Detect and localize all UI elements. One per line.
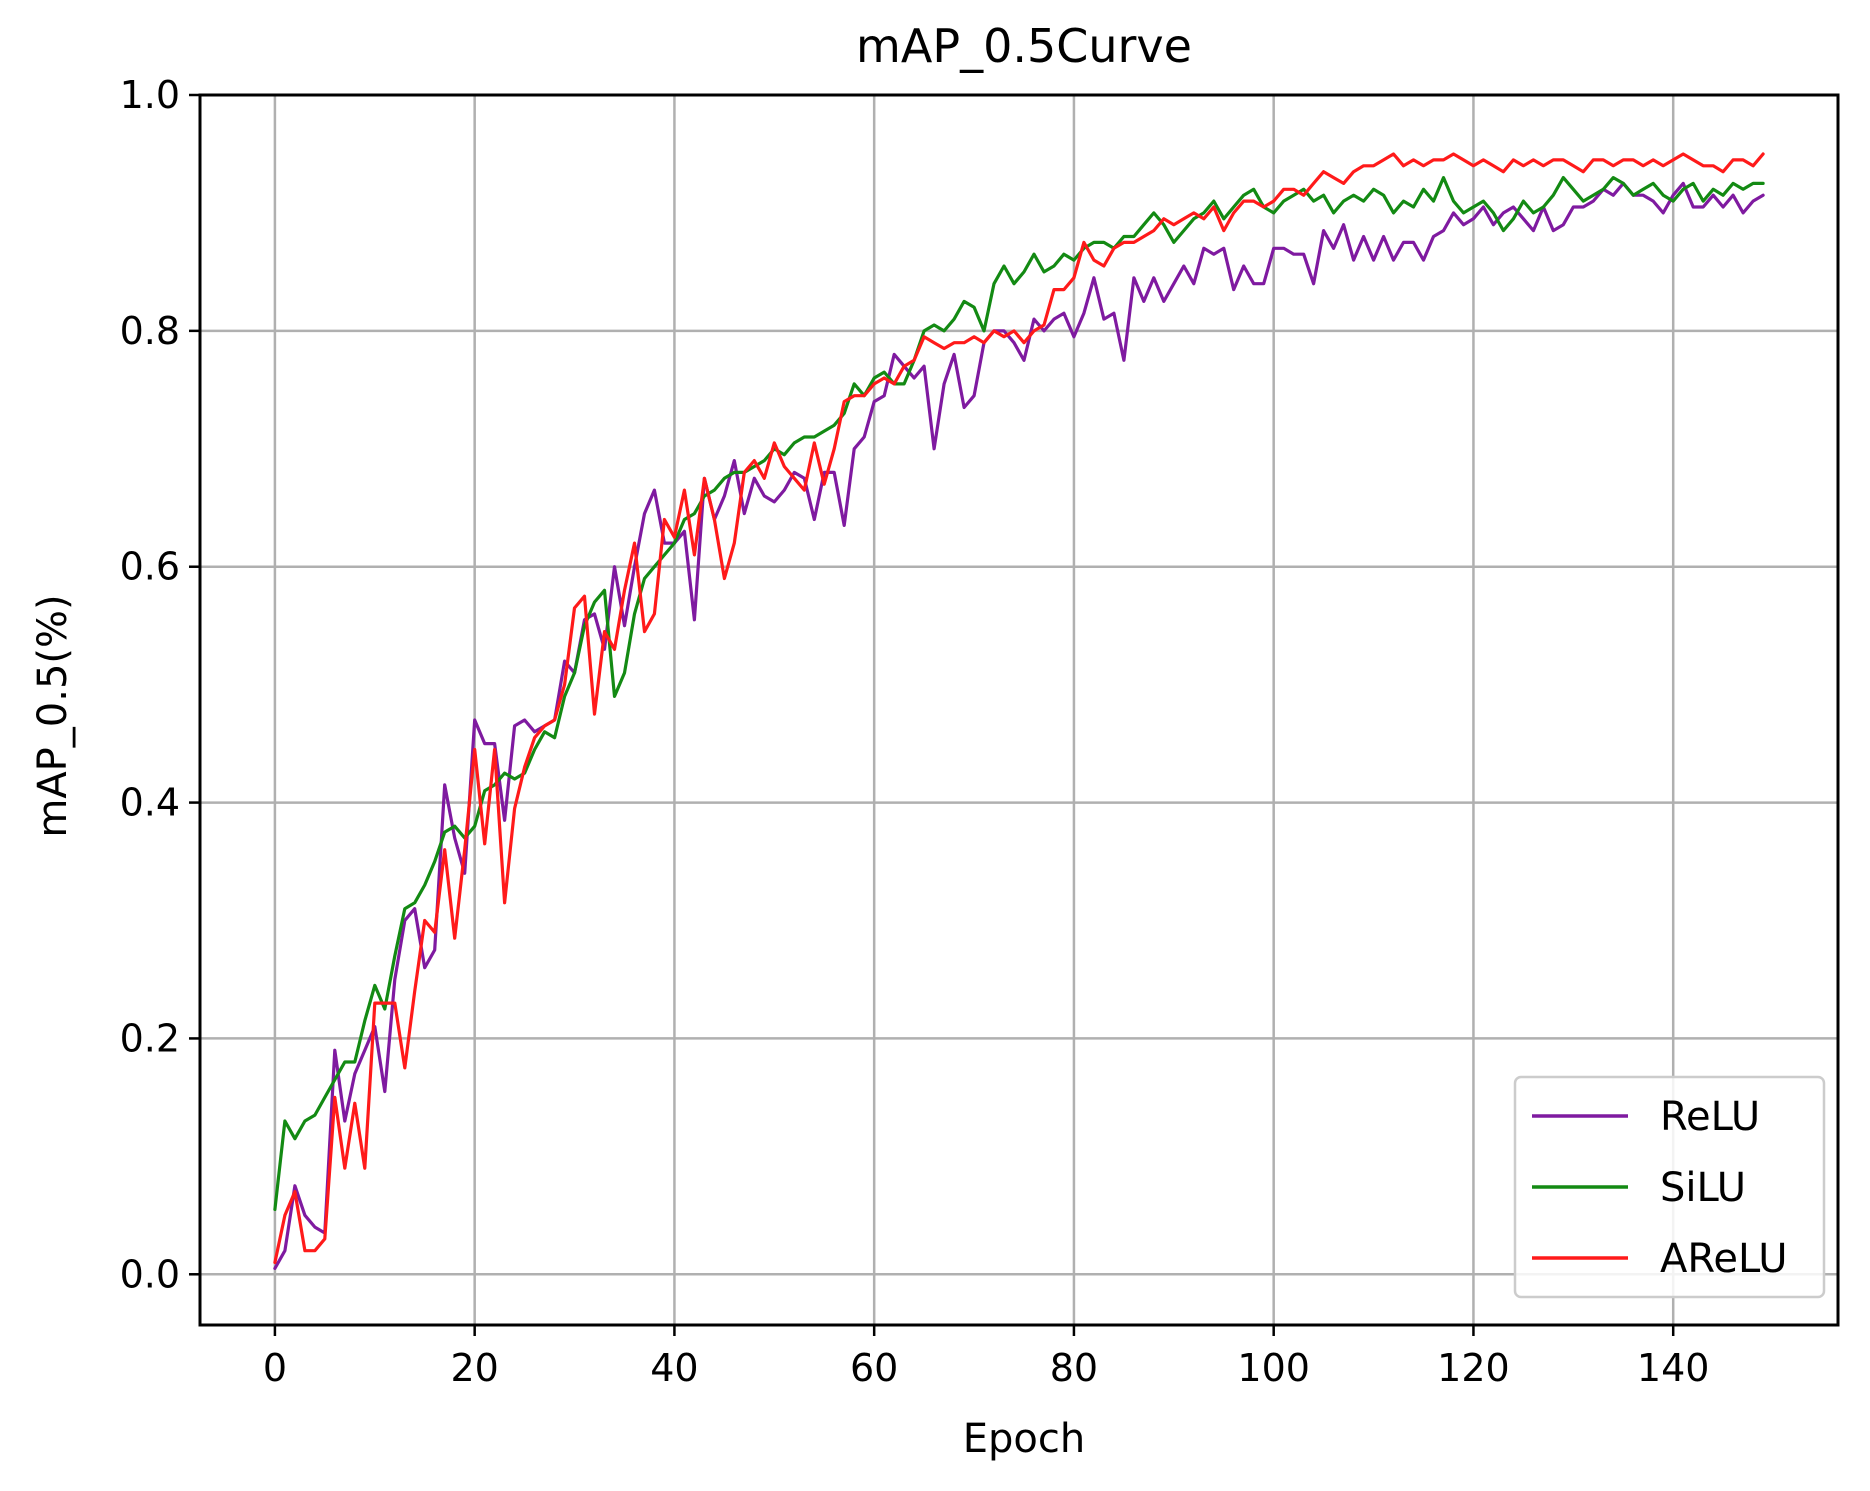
series-lines (273, 152, 1765, 1271)
x-tick-label: 60 (850, 1346, 898, 1390)
y-tick-label: 0.0 (120, 1252, 180, 1296)
y-axis-ticks: 0.0 0.2 0.4 0.6 0.8 1.0 (120, 73, 200, 1296)
y-tick-label: 0.8 (120, 309, 180, 353)
legend-entries: ReLU SiLU AReLU (1532, 1094, 1788, 1282)
y-tick-label: 0.6 (120, 545, 180, 589)
chart-title: mAP_0.5Curve (856, 19, 1192, 73)
series-line-arelu (273, 152, 1765, 1265)
x-tick-label: 100 (1237, 1346, 1310, 1390)
y-tick-label: 1.0 (120, 73, 180, 117)
legend-label-arelu: AReLU (1660, 1236, 1788, 1282)
y-axis-label: mAP_0.5(%) (30, 594, 76, 837)
y-tick-label: 0.2 (120, 1016, 180, 1060)
x-tick-label: 0 (263, 1346, 287, 1390)
legend-label-silu: SiLU (1660, 1165, 1746, 1211)
x-axis-ticks: 0 20 40 60 80 100 120 140 (263, 1325, 1710, 1390)
x-tick-label: 80 (1050, 1346, 1098, 1390)
x-tick-label: 120 (1437, 1346, 1510, 1390)
legend-frame (1513, 1075, 1826, 1299)
x-tick-label: 40 (650, 1346, 698, 1390)
legend: ReLU SiLU AReLU (1513, 1075, 1826, 1299)
legend-label-relu: ReLU (1660, 1094, 1760, 1140)
y-tick-label: 0.4 (120, 781, 180, 825)
x-tick-label: 20 (450, 1346, 498, 1390)
x-tick-label: 140 (1637, 1346, 1710, 1390)
x-axis-label: Epoch (963, 1416, 1085, 1462)
series-line-relu (273, 181, 1765, 1271)
plot-area-frame (198, 93, 1840, 1327)
